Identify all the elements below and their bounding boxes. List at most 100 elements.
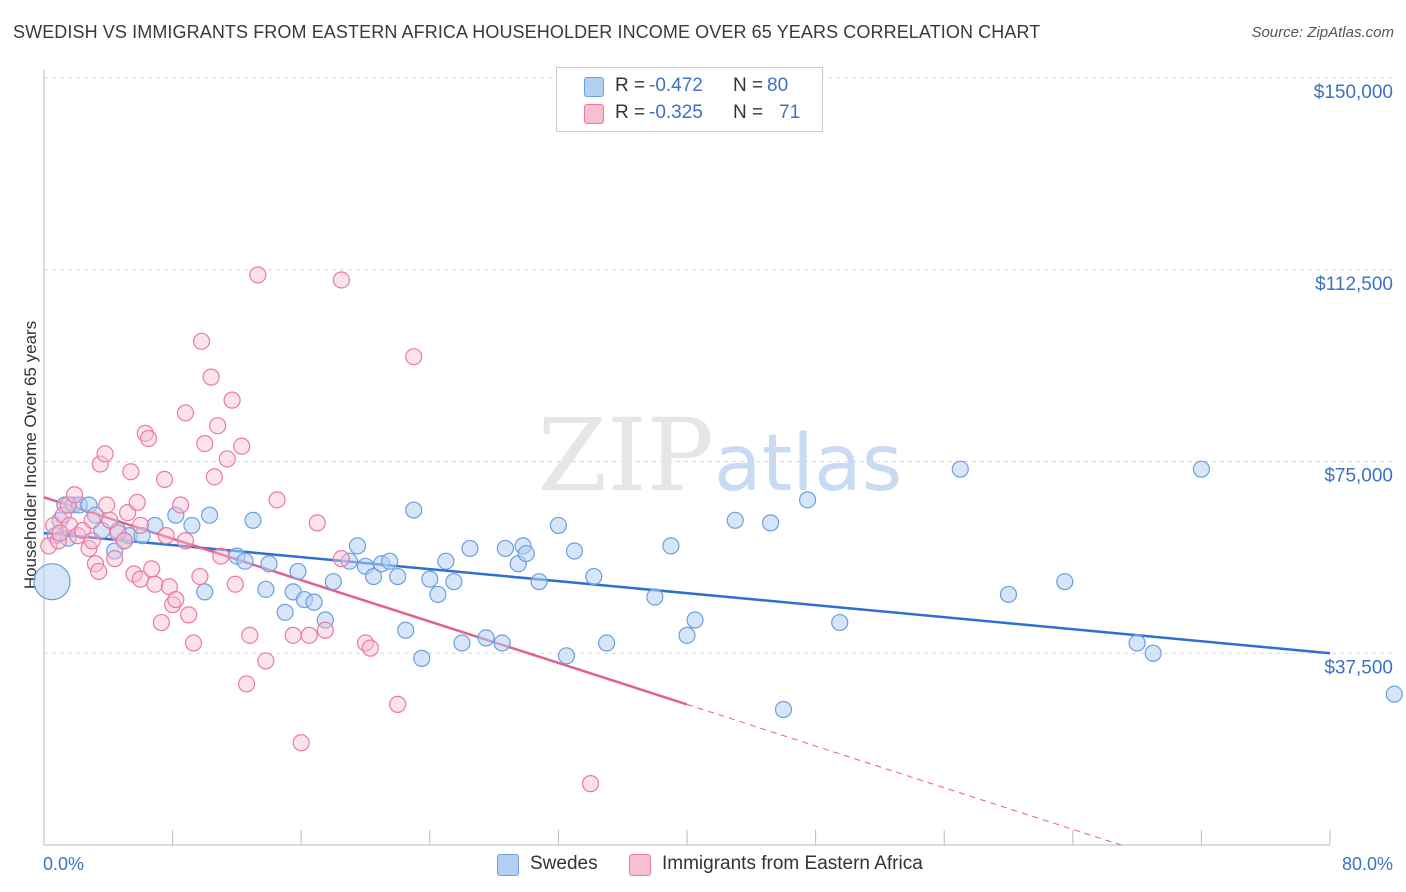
africa-point bbox=[233, 437, 251, 455]
africa-point bbox=[226, 575, 244, 593]
y-tick-label: $112,500 bbox=[1315, 274, 1393, 295]
africa-point bbox=[292, 734, 310, 752]
swedes-point bbox=[1385, 685, 1403, 703]
swedes-point bbox=[397, 621, 415, 639]
africa-point bbox=[131, 516, 150, 535]
africa-point bbox=[237, 675, 256, 693]
africa-point bbox=[209, 417, 227, 435]
africa-point bbox=[128, 493, 146, 512]
africa-point bbox=[257, 652, 275, 670]
africa-point bbox=[164, 596, 182, 614]
africa-point bbox=[332, 271, 350, 289]
africa-point bbox=[40, 537, 58, 555]
swedes-point bbox=[413, 649, 431, 667]
africa-point bbox=[268, 491, 286, 509]
swedes-point bbox=[257, 580, 275, 598]
swedes-point bbox=[662, 537, 680, 555]
swedes-point bbox=[183, 516, 201, 535]
swedes-point bbox=[951, 460, 969, 478]
y-tick-label: $150,000 bbox=[1314, 82, 1393, 103]
swedes-point bbox=[999, 585, 1018, 604]
r-value: -0.472 bbox=[649, 75, 703, 96]
swedes-point bbox=[421, 570, 439, 588]
africa-point bbox=[308, 514, 326, 532]
africa-point bbox=[51, 524, 69, 542]
africa-point bbox=[218, 450, 236, 468]
swedes-point bbox=[761, 514, 780, 532]
swedes-point bbox=[530, 573, 548, 591]
africa-point bbox=[581, 775, 600, 793]
swedes-point bbox=[364, 567, 383, 586]
swedes-point bbox=[565, 542, 584, 560]
africa-point bbox=[196, 435, 214, 453]
africa-point bbox=[191, 567, 209, 586]
africa-point bbox=[139, 429, 158, 448]
swedes-point bbox=[585, 567, 603, 586]
swedes-point bbox=[260, 555, 278, 573]
africa-point bbox=[54, 506, 72, 524]
chart-title: SWEDISH VS IMMIGRANTS FROM EASTERN AFRIC… bbox=[13, 22, 1041, 42]
swedes-point bbox=[1144, 644, 1162, 662]
africa-point bbox=[176, 532, 195, 550]
stats-box: R = -0.472 N = 80 R = -0.325 N = 71 bbox=[556, 67, 823, 132]
africa-point bbox=[356, 634, 375, 652]
swedes-point bbox=[305, 593, 323, 611]
africa-point bbox=[172, 496, 190, 514]
swedes-point bbox=[236, 552, 254, 570]
r-label: R = bbox=[615, 75, 646, 96]
africa-point bbox=[59, 496, 77, 514]
africa-points bbox=[40, 266, 600, 793]
swedes-point bbox=[686, 611, 704, 629]
y-tick-label: $75,000 bbox=[1324, 466, 1393, 487]
y-axis-label: Householder Income Over 65 years bbox=[21, 321, 40, 589]
africa-point bbox=[300, 626, 318, 644]
swedes-point bbox=[453, 634, 471, 652]
africa-point bbox=[241, 626, 259, 644]
africa-point bbox=[83, 511, 101, 529]
x-tick-label: 80.0% bbox=[1342, 854, 1393, 874]
africa-point bbox=[284, 626, 302, 644]
x-tick-label: 0.0% bbox=[43, 854, 84, 874]
swedes-point bbox=[831, 613, 849, 632]
legend-item-africa[interactable]: Immigrants from Eastern Africa bbox=[629, 852, 959, 878]
n-label: N = bbox=[733, 75, 764, 96]
swedes-point bbox=[1128, 634, 1146, 652]
africa-point bbox=[106, 550, 124, 568]
swedes-point bbox=[1192, 460, 1211, 478]
swedes-point bbox=[146, 516, 164, 535]
africa-point bbox=[146, 575, 164, 593]
africa-point bbox=[167, 590, 185, 609]
africa-point bbox=[136, 424, 154, 442]
africa-point bbox=[90, 562, 108, 581]
r-value: -0.325 bbox=[649, 102, 703, 123]
legend-item-swedes[interactable]: Swedes bbox=[497, 852, 617, 878]
axes bbox=[43, 70, 1331, 846]
swedes-point bbox=[598, 634, 616, 652]
source-label: Source: ZipAtlas.com bbox=[1251, 24, 1394, 41]
swedes-swatch bbox=[584, 77, 604, 97]
watermark: ZIPatlas bbox=[538, 397, 903, 514]
r-label: R = bbox=[615, 102, 646, 123]
n-value: 71 bbox=[779, 102, 801, 123]
swedes-point bbox=[774, 700, 793, 719]
swedes-point bbox=[244, 511, 262, 529]
africa-point bbox=[223, 391, 241, 409]
swedes-point bbox=[200, 506, 219, 524]
legend-label: Immigrants from Eastern Africa bbox=[662, 853, 923, 874]
africa-point bbox=[155, 470, 174, 488]
africa-point bbox=[65, 486, 84, 504]
swedes-point bbox=[316, 611, 334, 629]
africa-point bbox=[115, 532, 133, 550]
swedes-point bbox=[646, 588, 664, 606]
africa-point bbox=[98, 496, 116, 514]
africa-point bbox=[176, 404, 195, 422]
swedes-point bbox=[289, 562, 307, 581]
swedes-point bbox=[557, 647, 576, 665]
legend-label: Swedes bbox=[530, 853, 598, 874]
africa-point bbox=[249, 266, 267, 284]
n-label: N = bbox=[733, 102, 764, 123]
swedes-point bbox=[496, 539, 514, 558]
swedes-point bbox=[167, 506, 185, 524]
swedes-point bbox=[517, 544, 535, 563]
